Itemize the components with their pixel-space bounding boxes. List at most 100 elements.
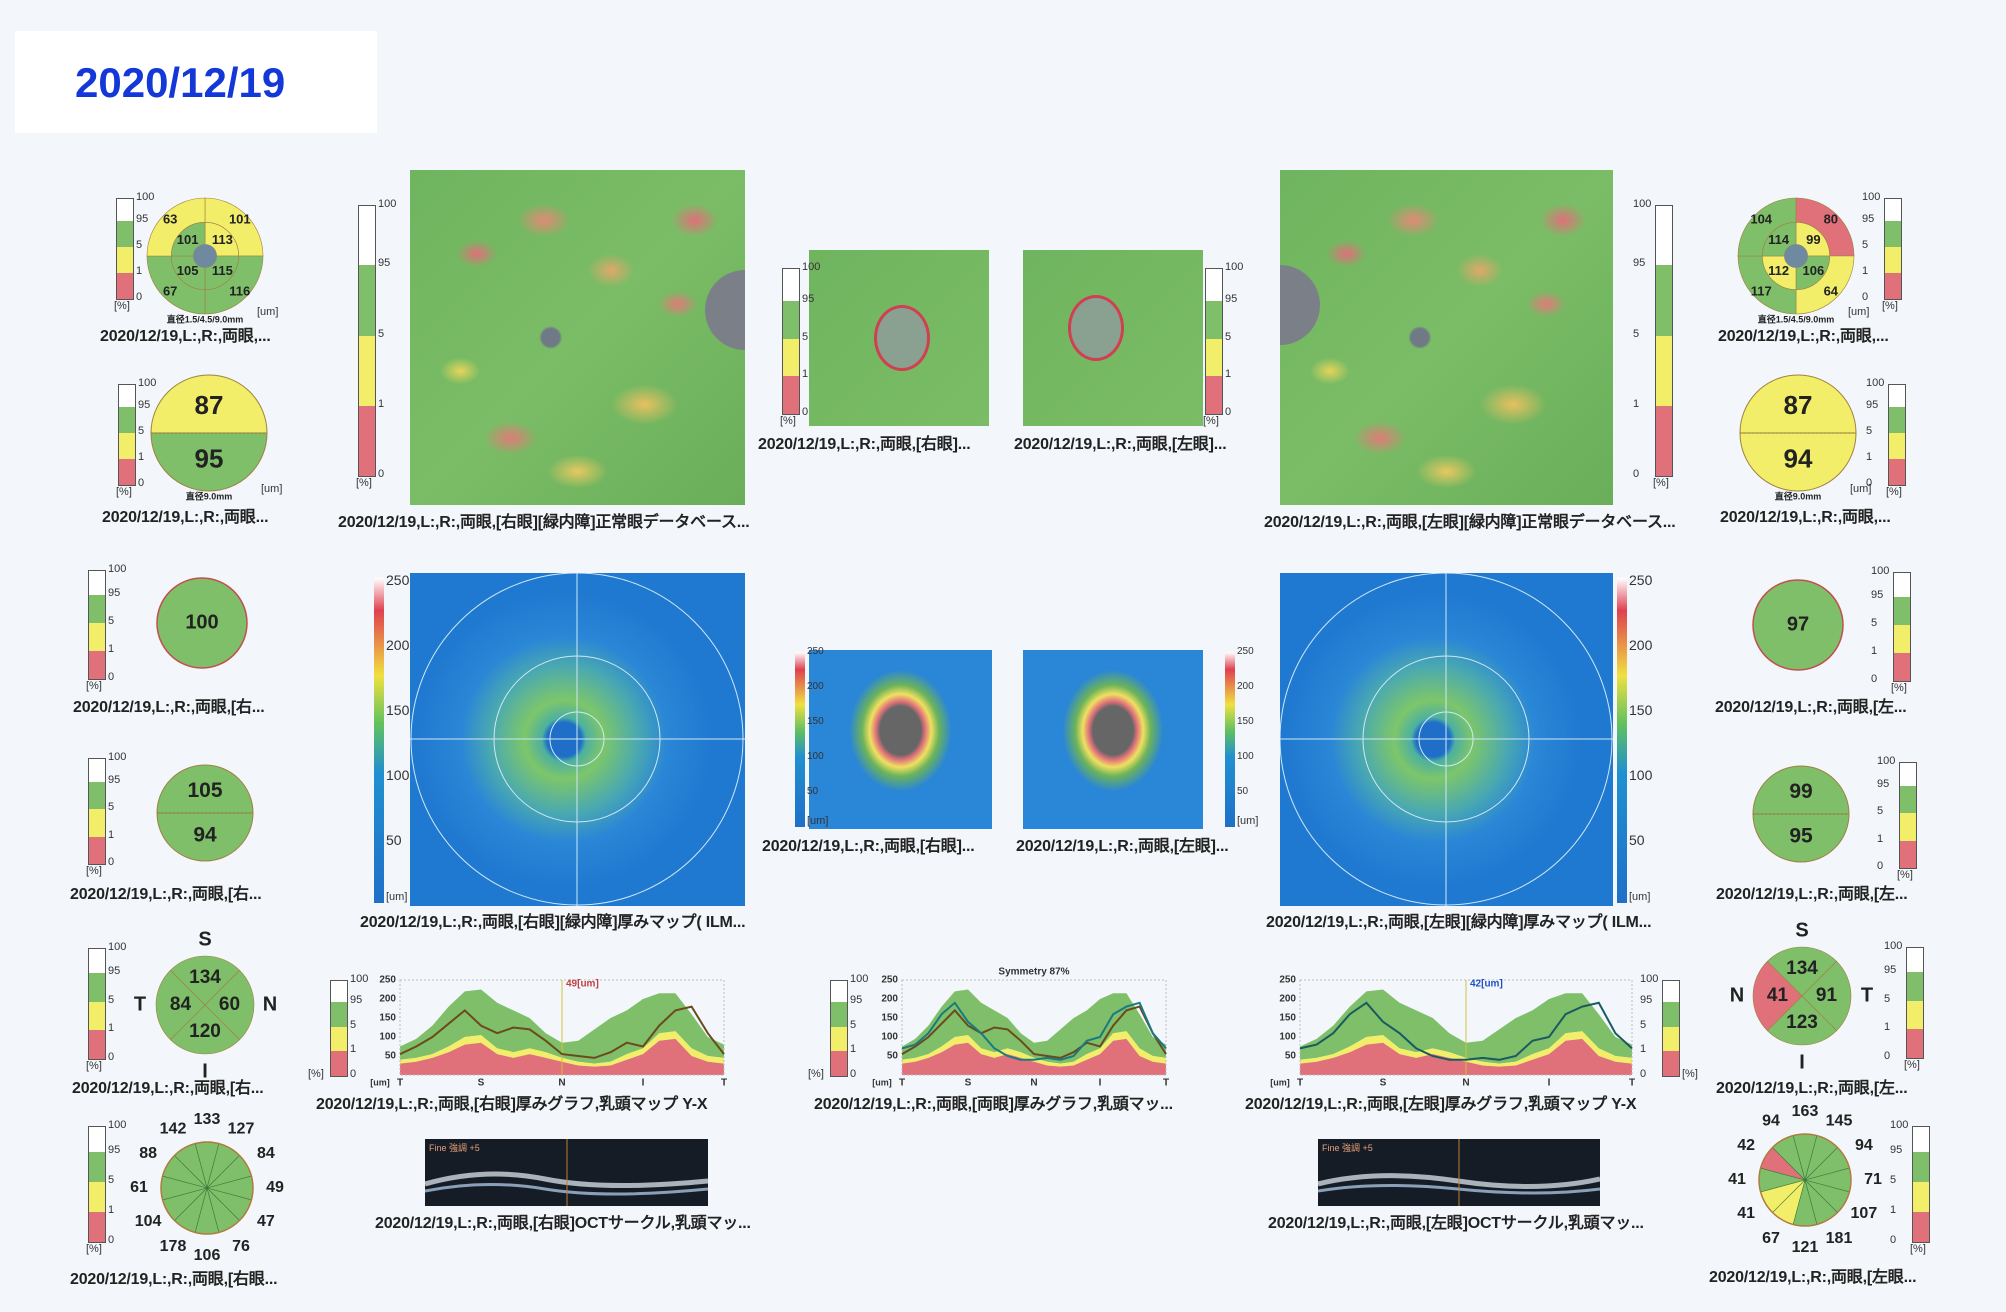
- y-tick-label: 200: [379, 994, 396, 1005]
- caption: 2020/12/19,L:,R:,両眼,[左眼]...: [1014, 436, 1227, 453]
- inner-value: 105: [177, 263, 199, 278]
- scale-tick-label: 0: [136, 291, 143, 303]
- thickness-graph-left: 250 200 150 100 50 T S N I T [um] 42[um]: [1270, 975, 1635, 1089]
- thickness-tick-label: 250: [1237, 646, 1254, 657]
- map-grid-overlay: [410, 573, 745, 906]
- scale-tick-label: 5: [108, 993, 115, 1006]
- scale-unit: [%]: [114, 300, 130, 312]
- caption: 2020/12/19,L:,R:,両眼,...: [1720, 509, 1891, 526]
- x-tick-label: S: [1380, 1078, 1387, 1089]
- scale-segment-green: [783, 300, 799, 339]
- y-tick-label: 50: [887, 1051, 899, 1062]
- outer-value: 117: [1751, 283, 1772, 298]
- clock-sector-value: 88: [139, 1145, 157, 1162]
- scale-tick-label: 95: [138, 399, 151, 411]
- scale-segment-red: [89, 650, 105, 679]
- x-tick-label: T: [721, 1078, 727, 1089]
- y-tick-label: 150: [1279, 1013, 1296, 1024]
- scale-segment-green: [1907, 972, 1923, 1001]
- right-disc-deviation-map: [809, 250, 989, 426]
- disc-outline: [874, 305, 930, 371]
- inner-value: 113: [212, 232, 233, 247]
- scale-segment-yellow: [1894, 624, 1910, 653]
- inferior-label: I: [202, 1060, 208, 1082]
- band-1-5: [902, 1031, 1166, 1067]
- scale-tick-label: 100: [1871, 565, 1890, 577]
- thickness-tick-label: 150: [1629, 702, 1653, 718]
- inner-sector-tl: [1762, 222, 1797, 257]
- scale-segment-red: [1894, 652, 1910, 681]
- scale-unit: [%]: [356, 477, 372, 489]
- x-tick-label: T: [1629, 1078, 1635, 1089]
- scale-tick-label: 1: [802, 368, 809, 381]
- scale-tick-label: 1: [1871, 644, 1878, 657]
- clock-sector-value: 106: [194, 1247, 221, 1264]
- y-tick-label: 50: [385, 1051, 397, 1062]
- scale-tick-label: 5: [1225, 330, 1232, 343]
- inferior-value: 120: [189, 1021, 221, 1042]
- percentile-scale-bar: [1888, 384, 1906, 486]
- thickness-tick-label: 50: [1237, 786, 1249, 797]
- quadrant-T: [155, 969, 206, 1041]
- scale-tick-label: 0: [1871, 673, 1878, 685]
- thickness-tick-label: 50: [1629, 832, 1645, 848]
- marker-label: 49[um]: [566, 979, 599, 990]
- scale-tick-label: 95: [350, 993, 363, 1006]
- clock-sector-value: 127: [228, 1120, 255, 1137]
- caption: 2020/12/19,L:,R:,両眼,[右眼][緑内障]正常眼データベース..…: [338, 514, 750, 531]
- oct-label: Fine 強調 +5: [429, 1143, 480, 1153]
- scale-tick-label: 5: [1871, 616, 1878, 629]
- x-tick-label: T: [397, 1078, 403, 1089]
- y-tick-label: 250: [881, 975, 898, 986]
- oct-retina-layers: [425, 1139, 708, 1206]
- left-disc-thickness-scale: [1225, 652, 1235, 827]
- scale-tick-label: 5: [1633, 327, 1640, 340]
- scale-tick-label: 100: [108, 1119, 127, 1131]
- scale-segment-white: [117, 199, 133, 221]
- sector-thickness-chart: 104 114 80 99 117 112 64 106 直径1.5/4.5/9.0mm: [1737, 197, 1855, 324]
- scale-unit: [%]: [1653, 477, 1669, 489]
- scale-tick-label: 95: [1871, 588, 1884, 601]
- clock-sector-value: 61: [130, 1179, 148, 1196]
- scale-tick-label: 5: [108, 1174, 115, 1187]
- scale-segment-white: [1206, 269, 1222, 301]
- percentile-scale-bar: [1899, 762, 1917, 869]
- date-header: 2020/12/19: [75, 59, 286, 106]
- inferior-value: 123: [1786, 1012, 1818, 1033]
- scale-tick-label: 5: [802, 330, 809, 343]
- superior-value: 87: [1784, 390, 1813, 420]
- thickness-unit: [um]: [1629, 891, 1651, 903]
- superior-value: 87: [195, 390, 224, 420]
- scale-tick-label: 100: [1862, 191, 1881, 203]
- inferior-half: [150, 432, 268, 492]
- inferior-half: [1752, 813, 1850, 863]
- scale-tick-label: 100: [1890, 1119, 1909, 1131]
- scale-unit: [%]: [86, 1243, 102, 1255]
- caption: 2020/12/19,L:,R:,両眼,[右眼]...: [758, 436, 971, 453]
- marker-label: 42[um]: [1470, 979, 1503, 990]
- average-circle: [156, 577, 248, 669]
- scale-tick-label: 5: [850, 1018, 857, 1031]
- percentile-scale-bar: [1884, 198, 1902, 300]
- caption: 2020/12/19,L:,R:,両眼,[右眼]...: [762, 838, 975, 855]
- thickness-graph-right: 250 200 150 100 50 T S N I T [um] 49[um]: [370, 975, 727, 1089]
- inferior-value: 95: [195, 444, 224, 474]
- scale-segment-yellow: [89, 1182, 105, 1213]
- percentile-scale-bar: [88, 948, 106, 1060]
- right-thickness-color-scale: [374, 578, 384, 903]
- clock-sector-value: 142: [160, 1120, 187, 1137]
- inner-value: 99: [1806, 232, 1820, 247]
- scale-tick-label: 100: [1866, 377, 1885, 389]
- scale-tick-label: 95: [1225, 292, 1238, 305]
- left-oct-circle-scan: Fine 強調 +5: [1318, 1139, 1600, 1206]
- caption: 2020/12/19,L:,R:,両眼,[右眼]OCTサークル,乳頭マッ...: [375, 1215, 751, 1232]
- scale-segment-yellow: [1889, 433, 1905, 459]
- scale-tick-label: 95: [108, 586, 121, 599]
- scale-tick-label: 0: [1884, 1050, 1891, 1062]
- inferior-value: 94: [193, 824, 217, 847]
- superior-half: [1739, 374, 1857, 434]
- percentile-scale-bar: [116, 198, 134, 300]
- clock-sector-value: 104: [135, 1213, 162, 1230]
- scale-segment-white: [1656, 206, 1672, 266]
